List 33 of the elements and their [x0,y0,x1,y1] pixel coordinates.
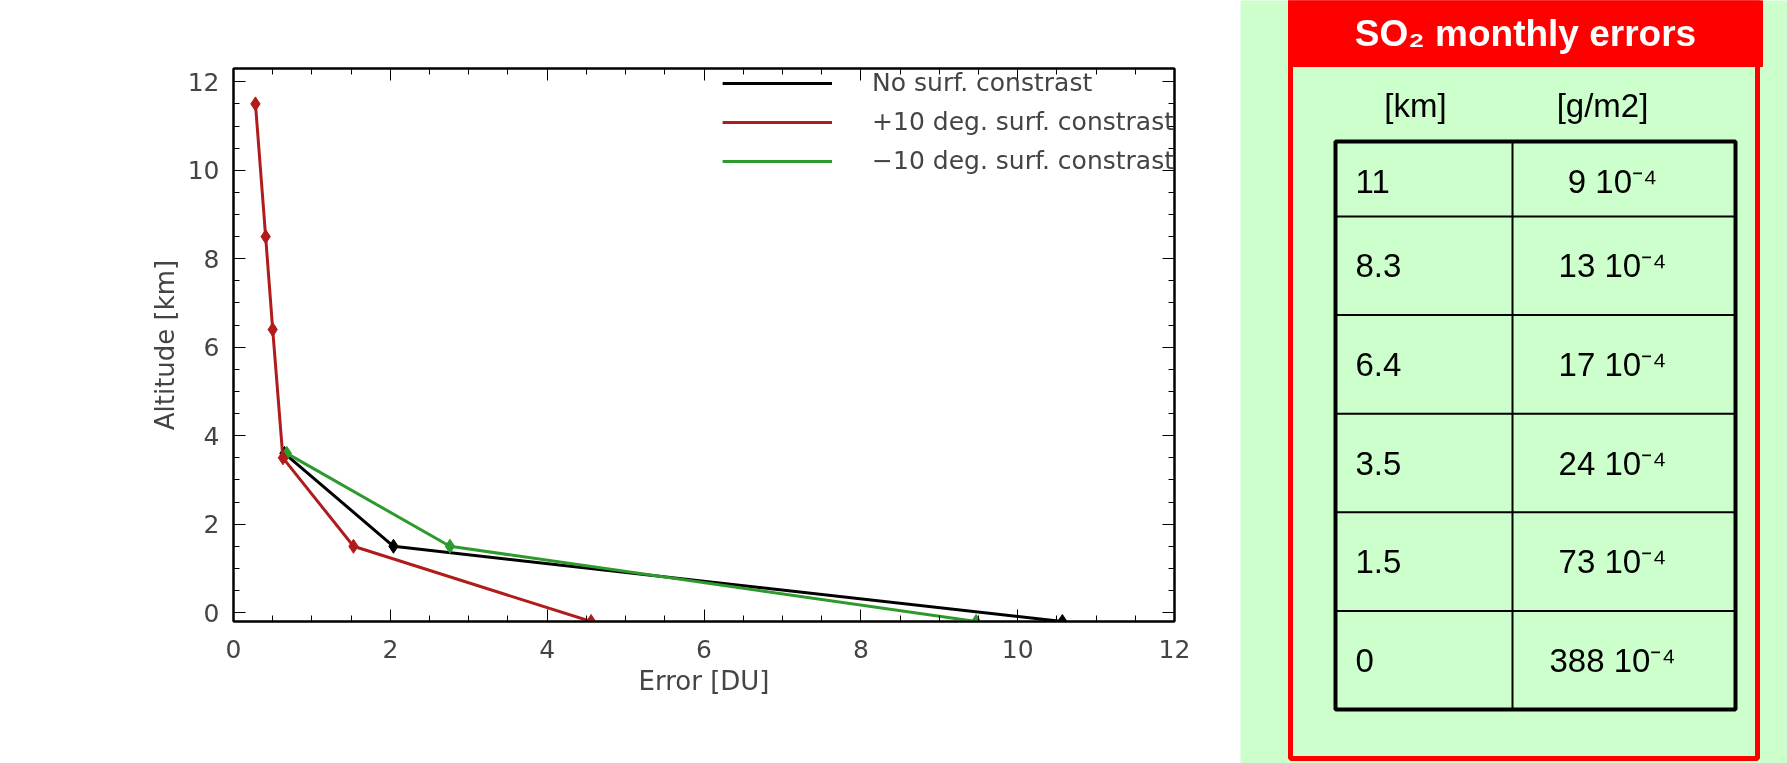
x-axis-title: Error [DU] [638,665,770,696]
text: SO₂ monthly errors [1354,13,1697,54]
text: 24 10⁻⁴ [1558,444,1667,482]
text: 6.4 [1355,345,1402,383]
x-tick-label: 10 [1001,634,1034,664]
y-tick-label: 10 [187,156,220,186]
text: 9 10⁻⁴ [1567,163,1658,200]
y-tick-label: 8 [203,244,220,274]
text: 17 10⁻⁴ [1558,345,1667,383]
y-tick-label: 2 [203,510,220,540]
text: 11 [1355,163,1390,200]
text: [g/m2] [1556,87,1649,124]
legend-label: No surf. constrast [872,68,1093,97]
x-tick-label: 8 [852,634,869,664]
y-tick-label: 6 [203,333,220,363]
y-tick-label: 0 [203,598,220,628]
y-tick-label: 4 [203,421,220,451]
x-tick-label: 2 [382,634,399,664]
x-tick-label: 12 [1158,634,1191,664]
y-tick-label: 12 [187,67,220,97]
text: [km] [1384,87,1447,124]
text: 388 10⁻⁴ [1549,641,1676,679]
text: 1.5 [1355,543,1402,581]
x-tick-label: 4 [539,634,556,664]
x-tick-label: 6 [696,634,712,664]
y-axis-title: Altitude [km] [149,259,180,431]
text: 73 10⁻⁴ [1558,543,1667,581]
text: 3.5 [1355,444,1402,482]
text: 8.3 [1355,247,1402,285]
legend-label: +10 deg. surf. constrast [872,107,1174,136]
text: 13 10⁻⁴ [1558,247,1667,285]
legend-label: −10 deg. surf. constrast [872,146,1174,175]
x-tick-label: 0 [225,634,242,664]
